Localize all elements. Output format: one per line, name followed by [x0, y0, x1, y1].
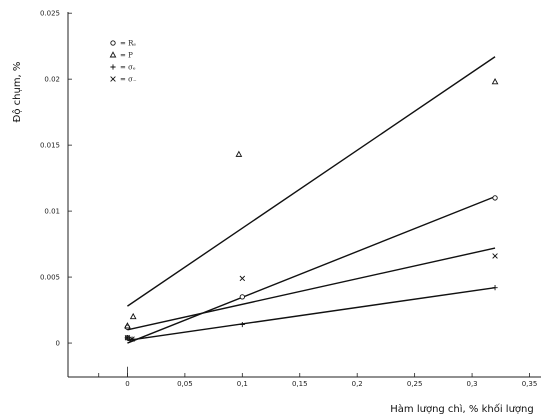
- data-point: [109, 51, 117, 58]
- data-point: [129, 336, 135, 342]
- cross-marker: [492, 253, 498, 259]
- data-point: [235, 150, 243, 157]
- cross-marker: [129, 336, 135, 342]
- cross-marker: [110, 76, 116, 82]
- legend: = Rₑ = P = σₑ = σ₋: [109, 40, 137, 84]
- y-tick-label: 0.005: [40, 274, 60, 282]
- x-tick-label: 0,35: [522, 380, 538, 388]
- data-point: [124, 335, 131, 341]
- data-point: [239, 321, 245, 328]
- x-tick-label: 0,1: [237, 380, 248, 388]
- x-tick-label: 0: [125, 380, 129, 388]
- cross-marker: [239, 275, 246, 282]
- fit-line: [127, 56, 496, 307]
- circle-marker: [239, 294, 245, 300]
- y-tick-label: 0.02: [44, 76, 60, 84]
- legend-entry: = P: [120, 52, 133, 60]
- fit-line: [127, 195, 496, 344]
- data-point: [239, 294, 245, 300]
- data-point: [110, 64, 116, 70]
- x-axis-title: Hàm lượng chì, % khối lượng: [390, 403, 533, 415]
- y-tick-label: 0.01: [44, 208, 60, 216]
- x-tick-label: 0,3: [467, 380, 478, 388]
- legend-entry: = σ₋: [120, 76, 137, 84]
- fit-line: [127, 286, 496, 342]
- plus-marker: [110, 64, 116, 70]
- x-tick-label: 0,05: [177, 380, 193, 388]
- data-point: [110, 40, 116, 46]
- y-tick-label: 0.015: [40, 142, 60, 150]
- data-point: [110, 76, 116, 82]
- fit-lines: [127, 56, 496, 344]
- data-markers: [124, 78, 499, 342]
- y-tick-label: 0: [56, 340, 60, 348]
- triangle-marker: [124, 322, 131, 329]
- triangle-marker: [491, 78, 499, 85]
- circle-marker: [110, 40, 116, 46]
- legend-entry: = Rₑ: [120, 40, 136, 48]
- legend-entry: = σₑ: [120, 64, 136, 72]
- triangle-marker: [109, 51, 117, 58]
- axes: 0 0.005 0.01 0.015 0.02 0.025 0 0,05 0,1 0,15 0,2 0…: [40, 10, 541, 388]
- data-point: [492, 195, 498, 201]
- triangle-marker: [235, 150, 243, 157]
- x-tick-label: 0,15: [292, 380, 308, 388]
- plus-marker: [239, 321, 245, 328]
- y-axis-title: Độ chụm, %: [11, 62, 23, 123]
- circle-marker: [492, 195, 498, 201]
- plus-marker: [492, 285, 498, 291]
- data-point: [492, 253, 498, 259]
- y-tick-label: 0.025: [40, 10, 60, 18]
- cross-marker: [124, 335, 131, 341]
- fit-line: [127, 247, 496, 331]
- data-point: [129, 312, 137, 320]
- x-tick-label: 0,2: [352, 380, 363, 388]
- triangle-marker: [129, 312, 137, 320]
- data-point: [124, 322, 131, 329]
- data-point: [239, 275, 246, 282]
- x-tick-label: 0,25: [407, 380, 423, 388]
- data-point: [492, 285, 498, 291]
- data-point: [491, 78, 499, 85]
